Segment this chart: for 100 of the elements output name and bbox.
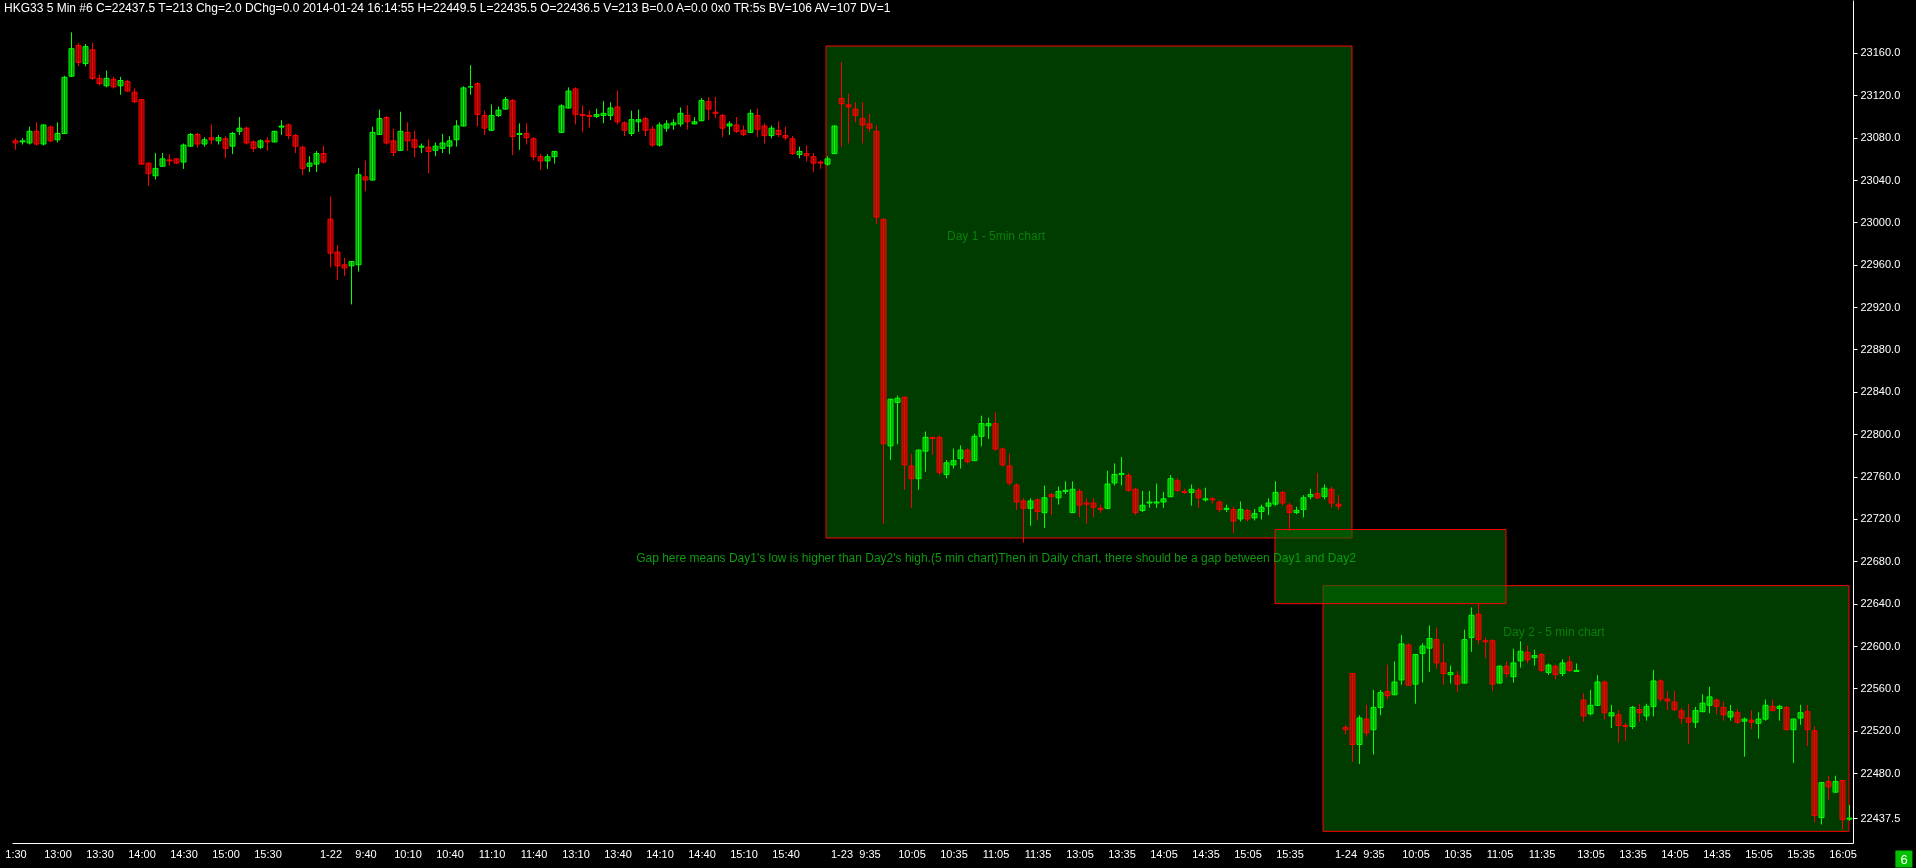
candlestick (1727, 704, 1734, 721)
candlestick (460, 86, 467, 127)
candlestick (1349, 673, 1356, 762)
candlestick (40, 124, 47, 146)
candlestick (754, 108, 761, 138)
y-tick-label: 22480.0 (1860, 766, 1901, 779)
candlestick (516, 123, 523, 150)
candlestick (1062, 481, 1069, 495)
candlestick (1433, 627, 1440, 669)
candlestick (1580, 693, 1587, 722)
candlestick (1671, 691, 1678, 712)
candlestick (859, 102, 866, 144)
candlestick (579, 105, 586, 132)
candlestick (866, 113, 873, 132)
candlestick (1069, 481, 1076, 514)
candlestick (1608, 704, 1615, 729)
candlestick (495, 106, 502, 117)
candlestick (677, 107, 684, 127)
candlestick (530, 137, 537, 161)
candlestick (1237, 501, 1244, 522)
x-tick-label: 15:30 (254, 847, 282, 860)
candlestick (845, 93, 852, 144)
candlestick (404, 122, 411, 151)
candlestick (782, 126, 789, 141)
candlestick (1734, 709, 1741, 724)
candlestick (1517, 641, 1524, 668)
candlestick (1699, 694, 1706, 713)
x-tick-label: 15:35 (1787, 847, 1815, 860)
candlestick (1496, 665, 1503, 684)
candlestick (1594, 675, 1601, 706)
x-tick-label: 13:00 (44, 847, 72, 860)
candlestick (1629, 705, 1636, 730)
candlestick (1342, 724, 1349, 735)
candlestick (1440, 643, 1447, 685)
candlestick (1839, 780, 1846, 830)
candlestick (824, 156, 831, 166)
candlestick (488, 104, 495, 131)
candlestick (327, 196, 334, 268)
candlestick (1412, 653, 1419, 704)
candlestick (1615, 710, 1622, 743)
candlestick (572, 87, 579, 125)
candlestick (1104, 470, 1111, 509)
candlestick (614, 90, 621, 125)
candlestick (68, 32, 75, 77)
candlestick (1293, 506, 1300, 515)
candlestick (1125, 472, 1132, 492)
candlestick (565, 87, 572, 109)
candlestick (299, 145, 306, 176)
candlestick (1531, 649, 1538, 666)
candlestick (1454, 670, 1461, 693)
candlestick (47, 125, 54, 143)
candlestick (54, 122, 61, 143)
candlestick (432, 142, 439, 157)
candlestick (747, 109, 754, 133)
candlestick (453, 120, 460, 147)
x-tick-label: 1-22 (319, 847, 343, 860)
candlestick (1797, 704, 1804, 725)
candlestick (355, 167, 362, 272)
candlestick (712, 96, 719, 119)
candlestick (1223, 504, 1230, 513)
candlestick (768, 125, 775, 139)
candlestick (642, 117, 649, 137)
candlestick (803, 145, 810, 162)
candlestick (397, 111, 404, 151)
y-tick-label: 22720.0 (1860, 512, 1901, 525)
candlestick (425, 139, 432, 174)
candlestick (33, 122, 40, 146)
candlestick (1377, 690, 1384, 716)
candlestick (1195, 487, 1202, 508)
candlestick (1657, 679, 1664, 702)
candlestick (544, 154, 551, 169)
x-tick-label: 10:35 (1444, 847, 1472, 860)
candlestick (1174, 478, 1181, 492)
candlestick (1034, 498, 1041, 521)
x-tick-label: 15:00 (212, 847, 240, 860)
candlestick (1811, 726, 1818, 823)
candlestick (1622, 722, 1629, 741)
annotation: Day 2 - 5 min chart (1503, 625, 1605, 639)
x-tick-label: 14:00 (128, 847, 156, 860)
candlestick (1076, 488, 1083, 518)
candlestick (761, 123, 768, 144)
candlestick (1384, 664, 1391, 700)
candlestick (1118, 457, 1125, 486)
candlestick (733, 117, 740, 133)
candlestick (1251, 508, 1258, 521)
x-tick-label: 9:35 (859, 847, 881, 860)
candlestick (852, 102, 859, 123)
x-tick-label: 14:05 (1150, 847, 1178, 860)
candlestick (481, 110, 488, 135)
x-tick-label: 11:05 (1486, 847, 1514, 860)
candlestick (1111, 463, 1118, 486)
candlestick (1706, 686, 1713, 714)
candlestick (411, 130, 418, 158)
candlestick (775, 121, 782, 138)
candlestick (1398, 634, 1405, 685)
candlestick (1643, 703, 1650, 721)
candlestick (551, 150, 558, 164)
candlestick (1097, 504, 1104, 514)
candlestick (1447, 665, 1454, 684)
candlestick (474, 82, 481, 127)
